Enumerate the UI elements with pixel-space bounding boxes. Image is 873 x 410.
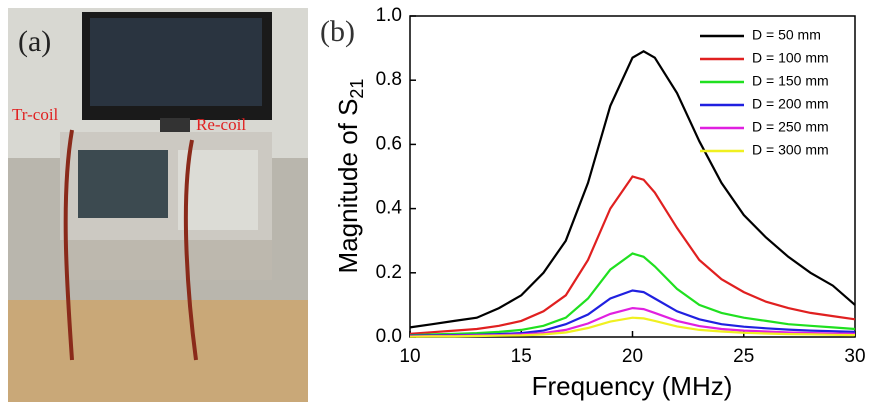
y-tick-label: 1.0: [376, 5, 402, 26]
legend-label: D = 150 mm: [752, 73, 829, 89]
y-axis-label-main: Magnitude of S: [333, 99, 363, 274]
annotation: Re-coil: [196, 115, 246, 134]
y-axis-label-sub: 21: [347, 79, 367, 99]
legend-label: D = 100 mm: [752, 50, 829, 66]
series-line: [409, 316, 856, 338]
panel-label: (a): [18, 25, 51, 58]
legend-label: D = 50 mm: [752, 27, 821, 43]
re-coil-wire: [183, 139, 198, 361]
y-tick-label: 0.0: [376, 326, 402, 347]
monitor-stand: [160, 118, 190, 136]
y-tick-label: 0.2: [376, 262, 402, 283]
x-tick-label: 30: [844, 346, 865, 367]
board: [8, 300, 308, 402]
y-tick-label: 0.6: [376, 133, 402, 154]
analyzer-base: [60, 240, 272, 280]
analyzer-keys: [178, 150, 258, 230]
x-tick-label: 15: [511, 346, 532, 367]
x-tick-label: 20: [622, 346, 643, 367]
x-axis-label: Frequency (MHz): [532, 371, 733, 401]
screen: [90, 18, 262, 106]
photo: (a) Tr-coil Re-coil: [8, 8, 308, 402]
series-line: [409, 252, 856, 337]
panel-label: (b): [320, 15, 355, 48]
legend-label: D = 200 mm: [752, 96, 829, 112]
x-tick-label: 25: [733, 346, 754, 367]
series-line: [409, 175, 856, 335]
analyzer-screen: [78, 150, 168, 218]
y-tick-label: 0.8: [376, 69, 402, 90]
y-tick-label: 0.4: [376, 198, 403, 219]
annotation: Tr-coil: [12, 105, 59, 124]
legend-label: D = 250 mm: [752, 119, 829, 135]
series-line: [409, 50, 856, 329]
y-axis-label: Magnitude of S21: [333, 79, 367, 274]
x-tick-label: 10: [399, 346, 420, 367]
legend-label: D = 300 mm: [752, 142, 829, 158]
tr-coil-wire: [63, 129, 74, 361]
